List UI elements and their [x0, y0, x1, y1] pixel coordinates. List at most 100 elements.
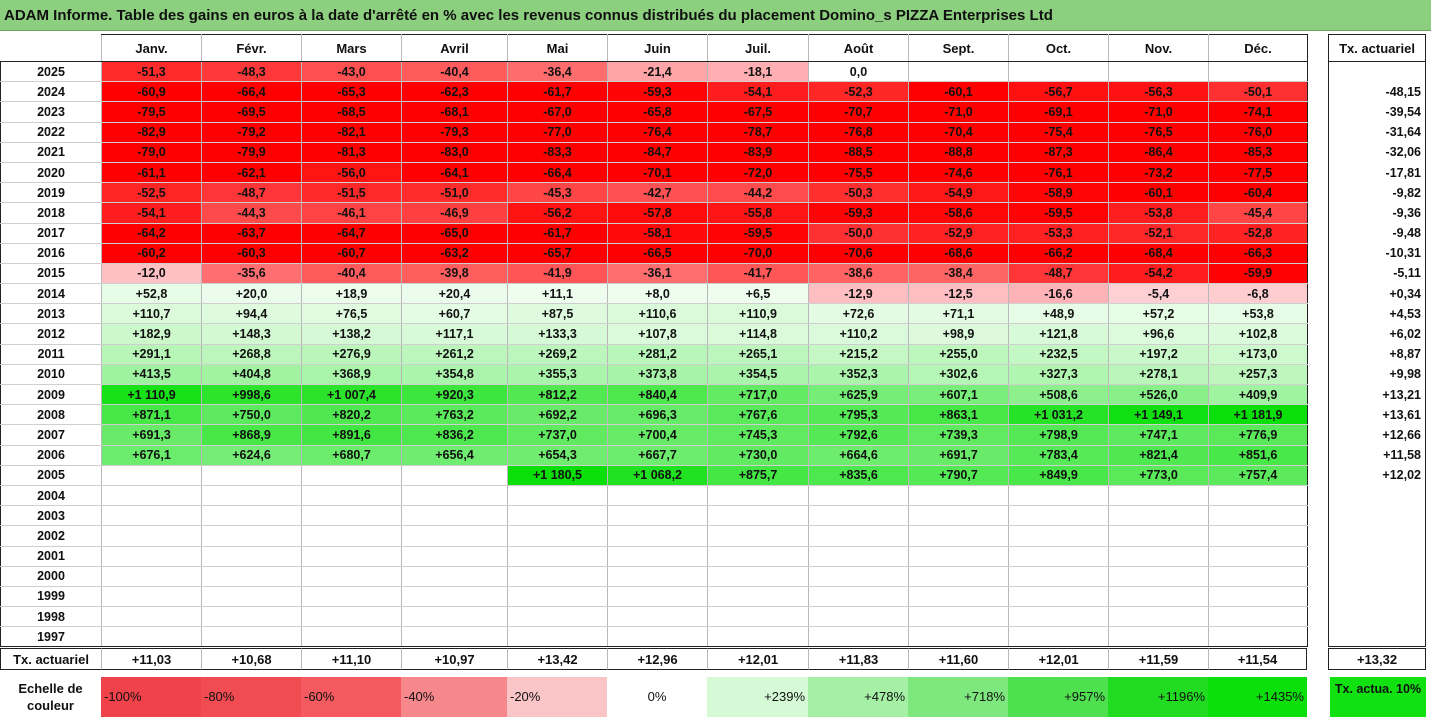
- gain-cell: -66,5: [607, 243, 708, 264]
- gain-cell: +278,1: [1108, 364, 1209, 386]
- gain-cell: [401, 586, 508, 608]
- year-label: 2006: [0, 445, 102, 466]
- year-label: 2019: [0, 182, 102, 204]
- gain-cell: -71,0: [1108, 101, 1209, 123]
- gain-cell: -83,9: [707, 142, 809, 163]
- gain-cell: +745,3: [707, 424, 809, 446]
- table-row: 2004: [0, 485, 1308, 507]
- gain-cell: [1208, 61, 1308, 83]
- gain-cell: [1208, 626, 1308, 648]
- gain-cell: -64,1: [401, 162, 508, 184]
- gain-cell: [101, 465, 202, 486]
- gain-cell: +821,4: [1108, 445, 1209, 466]
- gain-cell: +133,3: [507, 323, 608, 345]
- gain-cell: +875,7: [707, 465, 809, 486]
- gain-cell: -68,6: [908, 243, 1009, 264]
- gain-cell: -54,1: [101, 202, 202, 224]
- gain-cell: -53,8: [1108, 202, 1209, 224]
- gain-cell: [1108, 525, 1209, 547]
- gain-cell: -85,3: [1208, 142, 1308, 163]
- gain-cell: [101, 586, 202, 608]
- gain-cell: +20,4: [401, 283, 508, 305]
- table-row: 2009 +1 110,9 +998,6 +1 007,4 +920,3 +812,2 +8…: [0, 384, 1308, 406]
- gain-cell: +102,8: [1208, 323, 1308, 345]
- footer-rate-cell: +11,10: [301, 648, 401, 670]
- gain-cell: -12,5: [908, 283, 1009, 305]
- gain-cell: [401, 626, 508, 648]
- gain-cell: -59,9: [1208, 263, 1308, 285]
- gain-cell: -52,3: [808, 81, 909, 103]
- gain-cell: [201, 626, 302, 648]
- gain-cell: -61,7: [507, 223, 608, 244]
- gain-cell: [1108, 505, 1209, 527]
- table-row: 2007 +691,3 +868,9 +891,6 +836,2 +737,0 +700,4…: [0, 424, 1308, 446]
- gain-cell: -5,4: [1108, 283, 1209, 305]
- gain-cell: +692,2: [507, 404, 608, 426]
- gain-cell: [607, 606, 708, 628]
- gain-cell: [908, 626, 1009, 648]
- gain-cell: +812,2: [507, 384, 608, 406]
- gain-cell: -70,0: [707, 243, 809, 264]
- row-rate-cell: +4,53: [1328, 303, 1426, 324]
- gain-cell: -75,5: [808, 162, 909, 184]
- gain-cell: -56,0: [301, 162, 402, 184]
- gain-cell: [401, 465, 508, 486]
- gain-cell: [1208, 546, 1308, 567]
- table-row: 2010 +413,5 +404,8 +368,9 +354,8 +355,3 +373,8…: [0, 364, 1308, 386]
- gain-cell: [301, 485, 402, 507]
- gain-cell: [1008, 525, 1109, 547]
- rate-header: Tx. actuariel: [1328, 34, 1426, 62]
- gain-cell: -87,3: [1008, 142, 1109, 163]
- gain-cell: [201, 485, 302, 507]
- gain-cell: -70,6: [808, 243, 909, 264]
- year-label: 2017: [0, 223, 102, 244]
- gain-cell: [808, 606, 909, 628]
- gain-cell: -12,0: [101, 263, 202, 285]
- gain-cell: [1108, 606, 1209, 628]
- gain-cell: -40,4: [301, 263, 402, 285]
- year-label: 2003: [0, 505, 102, 527]
- gain-cell: [507, 525, 608, 547]
- gain-cell: +730,0: [707, 445, 809, 466]
- gain-cell: -83,0: [401, 142, 508, 163]
- report-title: ADAM Informe. Table des gains en euros à…: [0, 0, 1431, 31]
- gain-cell: +404,8: [201, 364, 302, 386]
- gain-cell: +107,8: [607, 323, 708, 345]
- gains-table: Janv. Févr. Mars Avril Mai Juin Juil. Août Sept.…: [0, 34, 1308, 648]
- gain-cell: +20,0: [201, 283, 302, 305]
- gain-cell: -66,2: [1008, 243, 1109, 264]
- gain-cell: -48,7: [201, 182, 302, 204]
- table-row: 2013 +110,7 +94,4 +76,5 +60,7 +87,5 +110,6 +110…: [0, 303, 1308, 325]
- row-rate-cell: -39,54: [1328, 101, 1426, 123]
- gain-cell: +696,3: [607, 404, 708, 426]
- table-row: 2018 -54,1 -44,3 -46,1 -46,9 -56,2 -57,8 -55,8-…: [0, 202, 1308, 224]
- gain-cell: -57,8: [607, 202, 708, 224]
- gain-cell: +11,1: [507, 283, 608, 305]
- gain-cell: +680,7: [301, 445, 402, 466]
- table-row: 2014 +52,8 +20,0 +18,9 +20,4 +11,1 +8,0 +6,5 -12…: [0, 283, 1308, 305]
- gain-cell: -46,1: [301, 202, 402, 224]
- table-row: 2024 -60,9 -66,4 -65,3 -62,3 -61,7 -59,3 -54,1-…: [0, 81, 1308, 103]
- gain-cell: -41,9: [507, 263, 608, 285]
- gain-cell: [908, 586, 1009, 608]
- gain-cell: [507, 626, 608, 648]
- gain-cell: [607, 525, 708, 547]
- gain-cell: -63,7: [201, 223, 302, 244]
- table-row: 2006 +676,1 +624,6 +680,7 +656,4 +654,3 +667,7…: [0, 445, 1308, 466]
- gain-cell: [401, 606, 508, 628]
- gain-cell: +625,9: [808, 384, 909, 406]
- gain-cell: -46,9: [401, 202, 508, 224]
- legend-swatch: +1196%: [1108, 677, 1208, 717]
- gain-cell: +624,6: [201, 445, 302, 466]
- gain-cell: -35,6: [201, 263, 302, 285]
- gain-cell: [707, 626, 809, 648]
- gain-cell: -60,1: [1108, 182, 1209, 204]
- gain-cell: [201, 465, 302, 486]
- gain-cell: -60,4: [1208, 182, 1308, 204]
- gain-cell: -65,0: [401, 223, 508, 244]
- gain-cell: -76,5: [1108, 122, 1209, 143]
- gain-cell: [401, 546, 508, 567]
- gain-cell: -65,3: [301, 81, 402, 103]
- gain-cell: -48,3: [201, 61, 302, 83]
- gain-cell: -21,4: [607, 61, 708, 83]
